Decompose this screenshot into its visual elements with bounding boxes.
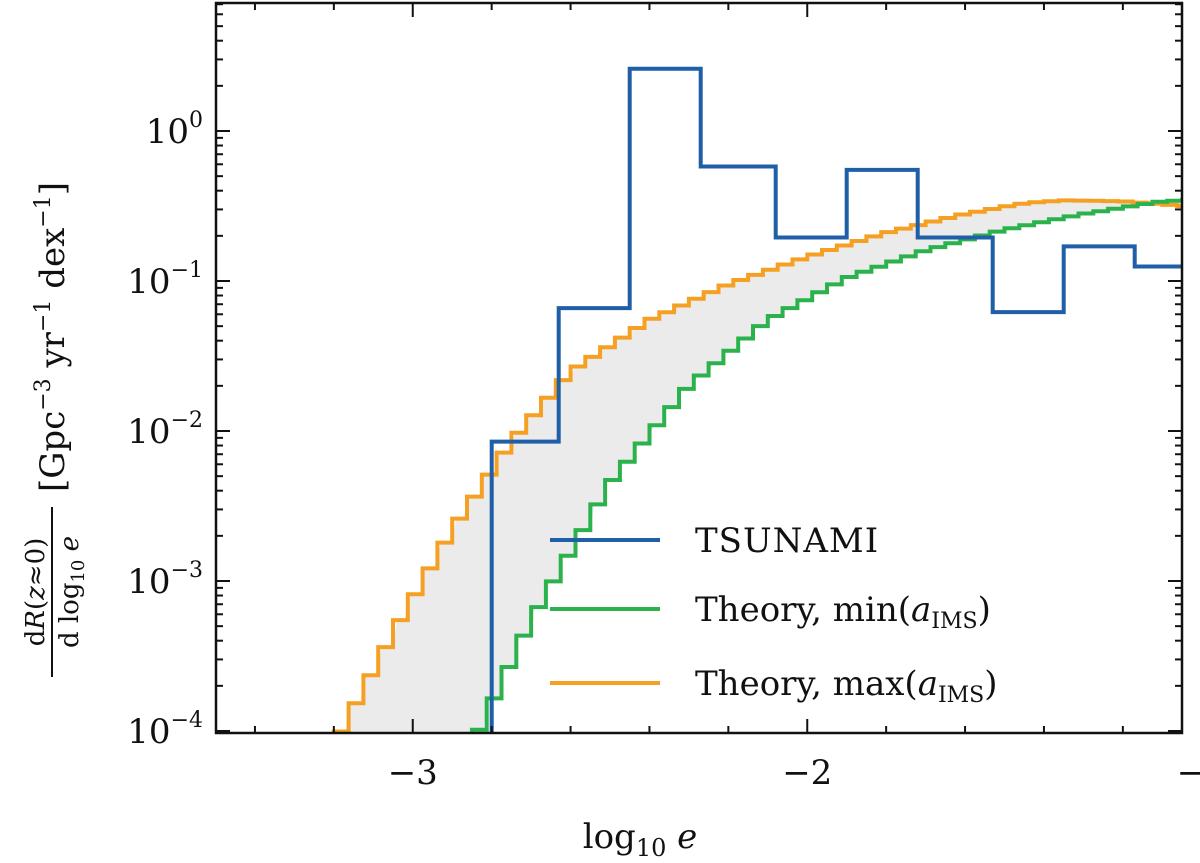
y-tick-label: 100 (146, 108, 203, 152)
theory-uncertainty-band (333, 200, 1182, 733)
svg-text:dR(z≈0): dR(z≈0) (21, 538, 51, 647)
series-line-theory-max (331, 198, 1182, 733)
y-tick-label: 10−2 (127, 408, 203, 452)
plot-frame (214, 1, 1184, 735)
series-line-theory-min (469, 198, 1182, 733)
y-tick-label: 10−1 (127, 258, 203, 302)
x-axis-label: log10 e (583, 817, 698, 862)
x-tick-label: −2 (782, 753, 832, 793)
x-tick-label: −3 (388, 753, 438, 793)
series-line-tsunami (489, 66, 1182, 733)
legend: TSUNAMI Theory, min(aIMS) Theory, max(aI… (550, 521, 998, 708)
x-tick-label: −1 (1177, 753, 1200, 793)
legend-label-theory-max: Theory, max(aIMS) (695, 664, 998, 708)
legend-label-tsunami: TSUNAMI (695, 521, 879, 561)
y-tick-label: 10−4 (127, 708, 203, 752)
legend-label-theory-min: Theory, min(aIMS) (695, 590, 991, 634)
y-axis-label: dR(z≈0) d log10 e [Gpc−3 yr−1 dex−1] (21, 182, 89, 677)
svg-text:[Gpc−3 yr−1 dex−1]: [Gpc−3 yr−1 dex−1] (31, 182, 73, 492)
svg-text:d log10 e: d log10 e (55, 536, 89, 648)
y-tick-label: 10−3 (127, 558, 203, 602)
